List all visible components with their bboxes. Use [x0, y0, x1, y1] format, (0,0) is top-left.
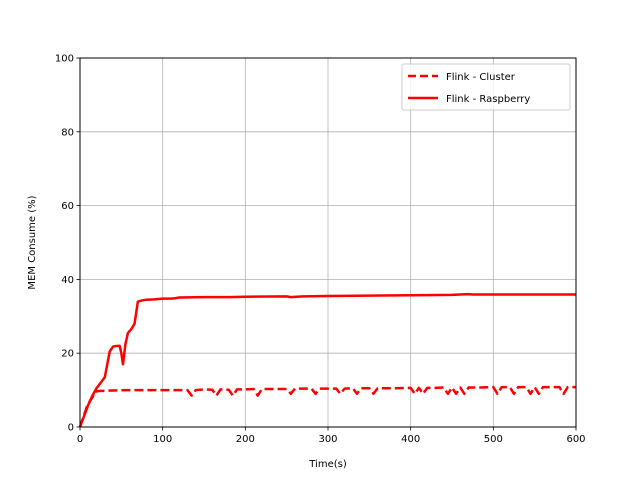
x-tick-label: 600: [566, 434, 585, 445]
y-tick-label: 100: [55, 54, 74, 65]
y-axis-label: MEM Consume (%): [27, 195, 38, 289]
y-tick-label: 0: [68, 423, 74, 434]
x-axis-label: Time(s): [308, 459, 347, 470]
x-tick-label: 100: [153, 434, 172, 445]
x-tick-label: 0: [77, 434, 83, 445]
legend-box: [401, 63, 571, 111]
plot-area: [78, 292, 576, 428]
legend-label-cluster: Flink - Cluster: [446, 72, 516, 83]
legend: Flink - Cluster Flink - Raspberry: [401, 63, 571, 111]
series-line-raspberry: [78, 292, 576, 428]
y-tick-label: 80: [61, 127, 74, 138]
x-tick-label: 300: [318, 434, 337, 445]
x-tick-label: 400: [401, 434, 420, 445]
y-tick-label: 60: [61, 201, 74, 212]
y-tick-label: 40: [61, 275, 74, 286]
ticks: 0 100 200 300 400 500 600 0 20 40 60 80 100: [55, 54, 586, 446]
series-line-cluster: [78, 385, 576, 428]
x-tick-label: 500: [484, 434, 503, 445]
x-tick-label: 200: [236, 434, 255, 445]
y-tick-label: 20: [61, 349, 74, 360]
legend-label-raspberry: Flink - Raspberry: [446, 94, 530, 105]
